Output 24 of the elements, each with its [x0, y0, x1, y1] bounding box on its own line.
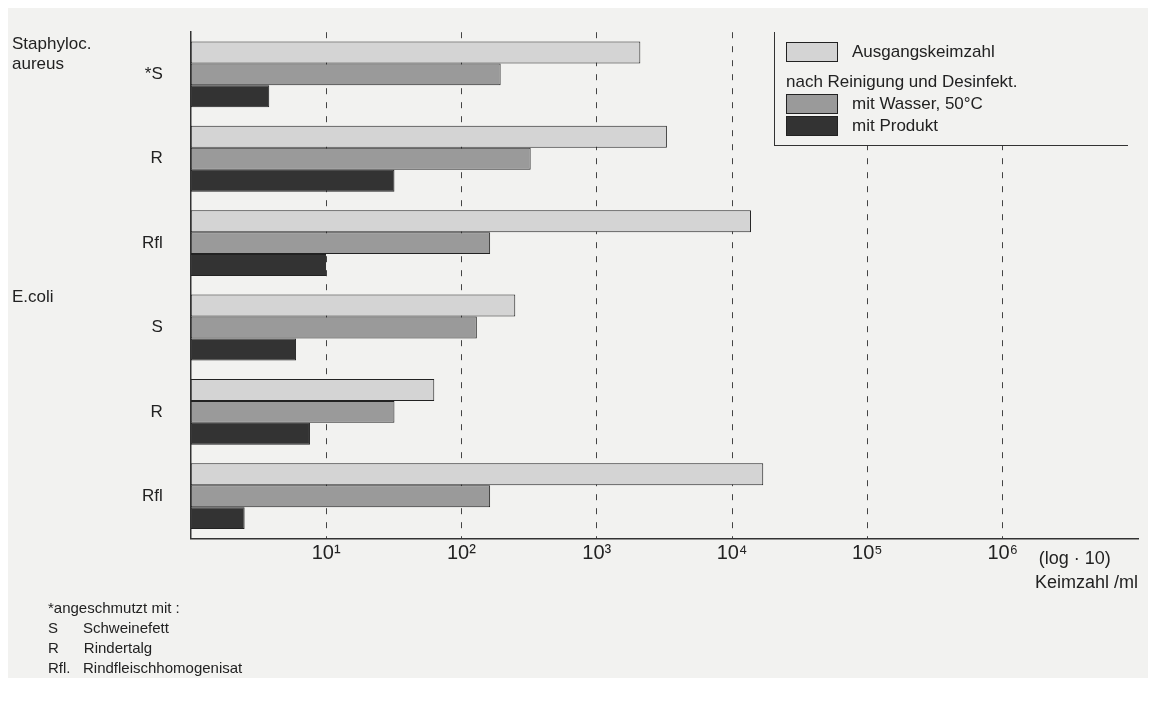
y-tick-label: Rfl: [142, 232, 163, 252]
y-tick-label: S: [151, 317, 163, 337]
text: Rfl. Rindfleischhomogenisat: [48, 658, 244, 678]
x-tick-label: 10¹: [311, 540, 341, 563]
y-tick-label: R: [150, 148, 163, 168]
text: (log · 10): [1038, 548, 1111, 570]
text: *angeschmutzt mit :: [48, 598, 181, 618]
legend-label: Ausgangskeimzahl: [852, 42, 995, 63]
legend-label: mit Wasser, 50°C: [852, 94, 983, 115]
x-axis-title: Keimzahl /ml: [1034, 572, 1138, 593]
legend-title: nach Reinigung und Desinfekt.: [786, 72, 1019, 93]
y-tick-label: *S: [144, 64, 163, 84]
x-tick-label: 10⁵: [852, 540, 883, 563]
x-tick-label: 10⁴: [716, 540, 748, 563]
y-tick-label: Rfl: [142, 485, 163, 505]
text: S Schweinefett: [48, 618, 170, 638]
text: Staphyloc. aureus: [12, 34, 93, 75]
text: E.coli: [12, 287, 54, 308]
text: R Rindertalg: [48, 638, 154, 658]
legend-label: mit Produkt: [852, 116, 938, 137]
y-tick-label: R: [150, 401, 163, 421]
x-tick-label: 10⁶: [987, 540, 1018, 563]
x-tick-label: 10³: [582, 540, 612, 563]
x-tick-label: 10²: [446, 540, 477, 563]
